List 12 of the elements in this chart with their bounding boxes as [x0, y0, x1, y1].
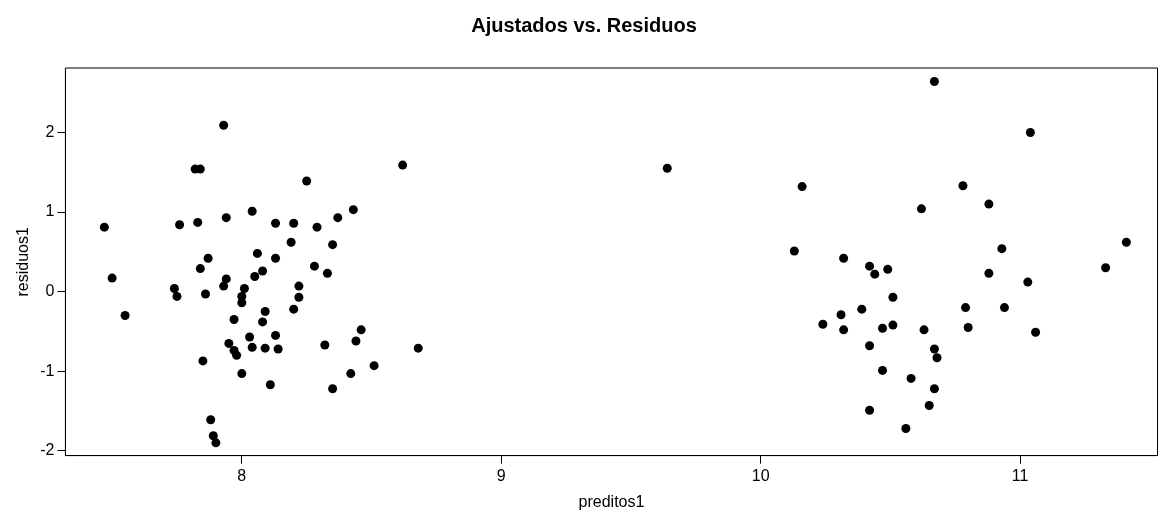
x-axis-title: preditos1: [578, 492, 645, 510]
chart-title: Ajustados vs. Residuos: [471, 13, 697, 36]
y-tick-label: 0: [45, 282, 55, 300]
x-tick-label: 9: [496, 466, 506, 484]
y-axis-title: residuos1: [14, 227, 32, 297]
x-tick-label: 8: [237, 466, 247, 484]
x-tick-label: 11: [1011, 466, 1029, 484]
y-tick-label: 1: [45, 202, 55, 220]
y-tick-label: -1: [40, 361, 55, 379]
y-tick-label: 2: [45, 122, 55, 140]
x-tick-label: 10: [751, 466, 770, 484]
y-tick-label: -2: [40, 441, 55, 459]
